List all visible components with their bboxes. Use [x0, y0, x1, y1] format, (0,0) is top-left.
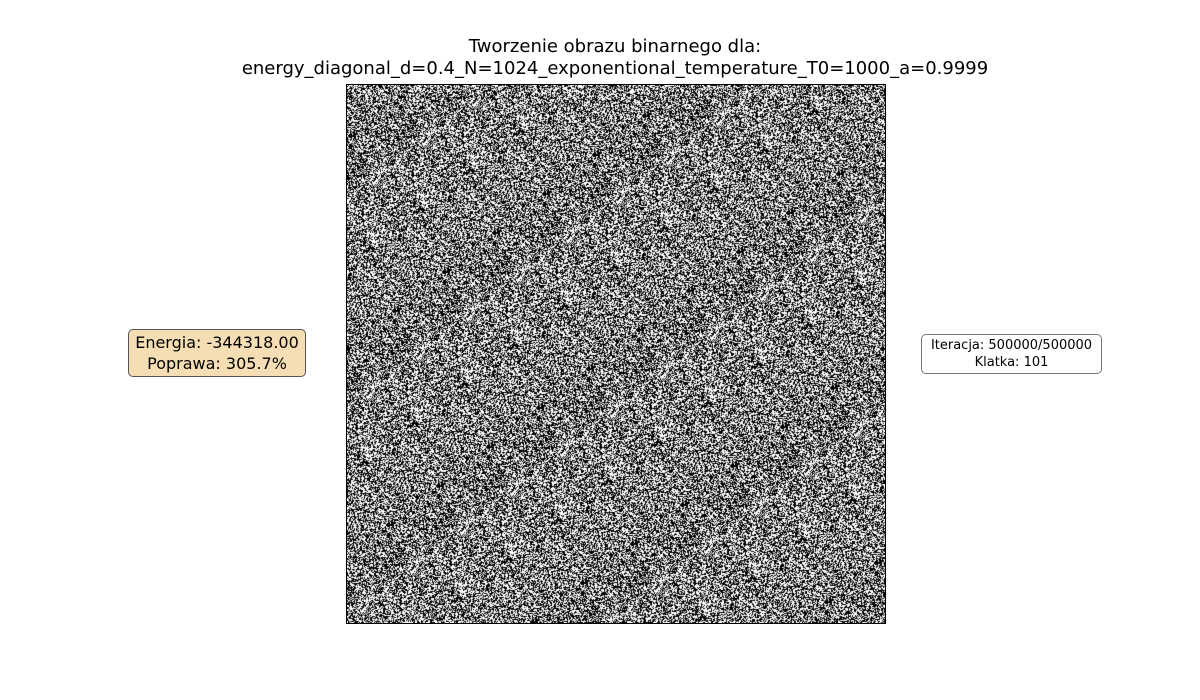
figure-title: Tworzenie obrazu binarnego dla: energy_d… [0, 36, 1200, 80]
frame-value: Klatka: 101 [974, 355, 1049, 370]
improvement-value: Poprawa: 305.7% [147, 354, 287, 373]
title-line-1: Tworzenie obrazu binarnego dla: [468, 36, 762, 57]
energy-value: Energia: -344318.00 [135, 333, 299, 352]
binary-image-plot [346, 84, 886, 624]
iteration-value: Iteracja: 500000/500000 [930, 338, 1093, 353]
iteration-info-box: Iteracja: 500000/500000 Klatka: 101 [921, 334, 1102, 374]
binary-image-canvas [347, 85, 885, 623]
title-line-2: energy_diagonal_d=0.4_N=1024_exponention… [241, 58, 989, 79]
energy-info-box: Energia: -344318.00 Poprawa: 305.7% [128, 329, 306, 377]
